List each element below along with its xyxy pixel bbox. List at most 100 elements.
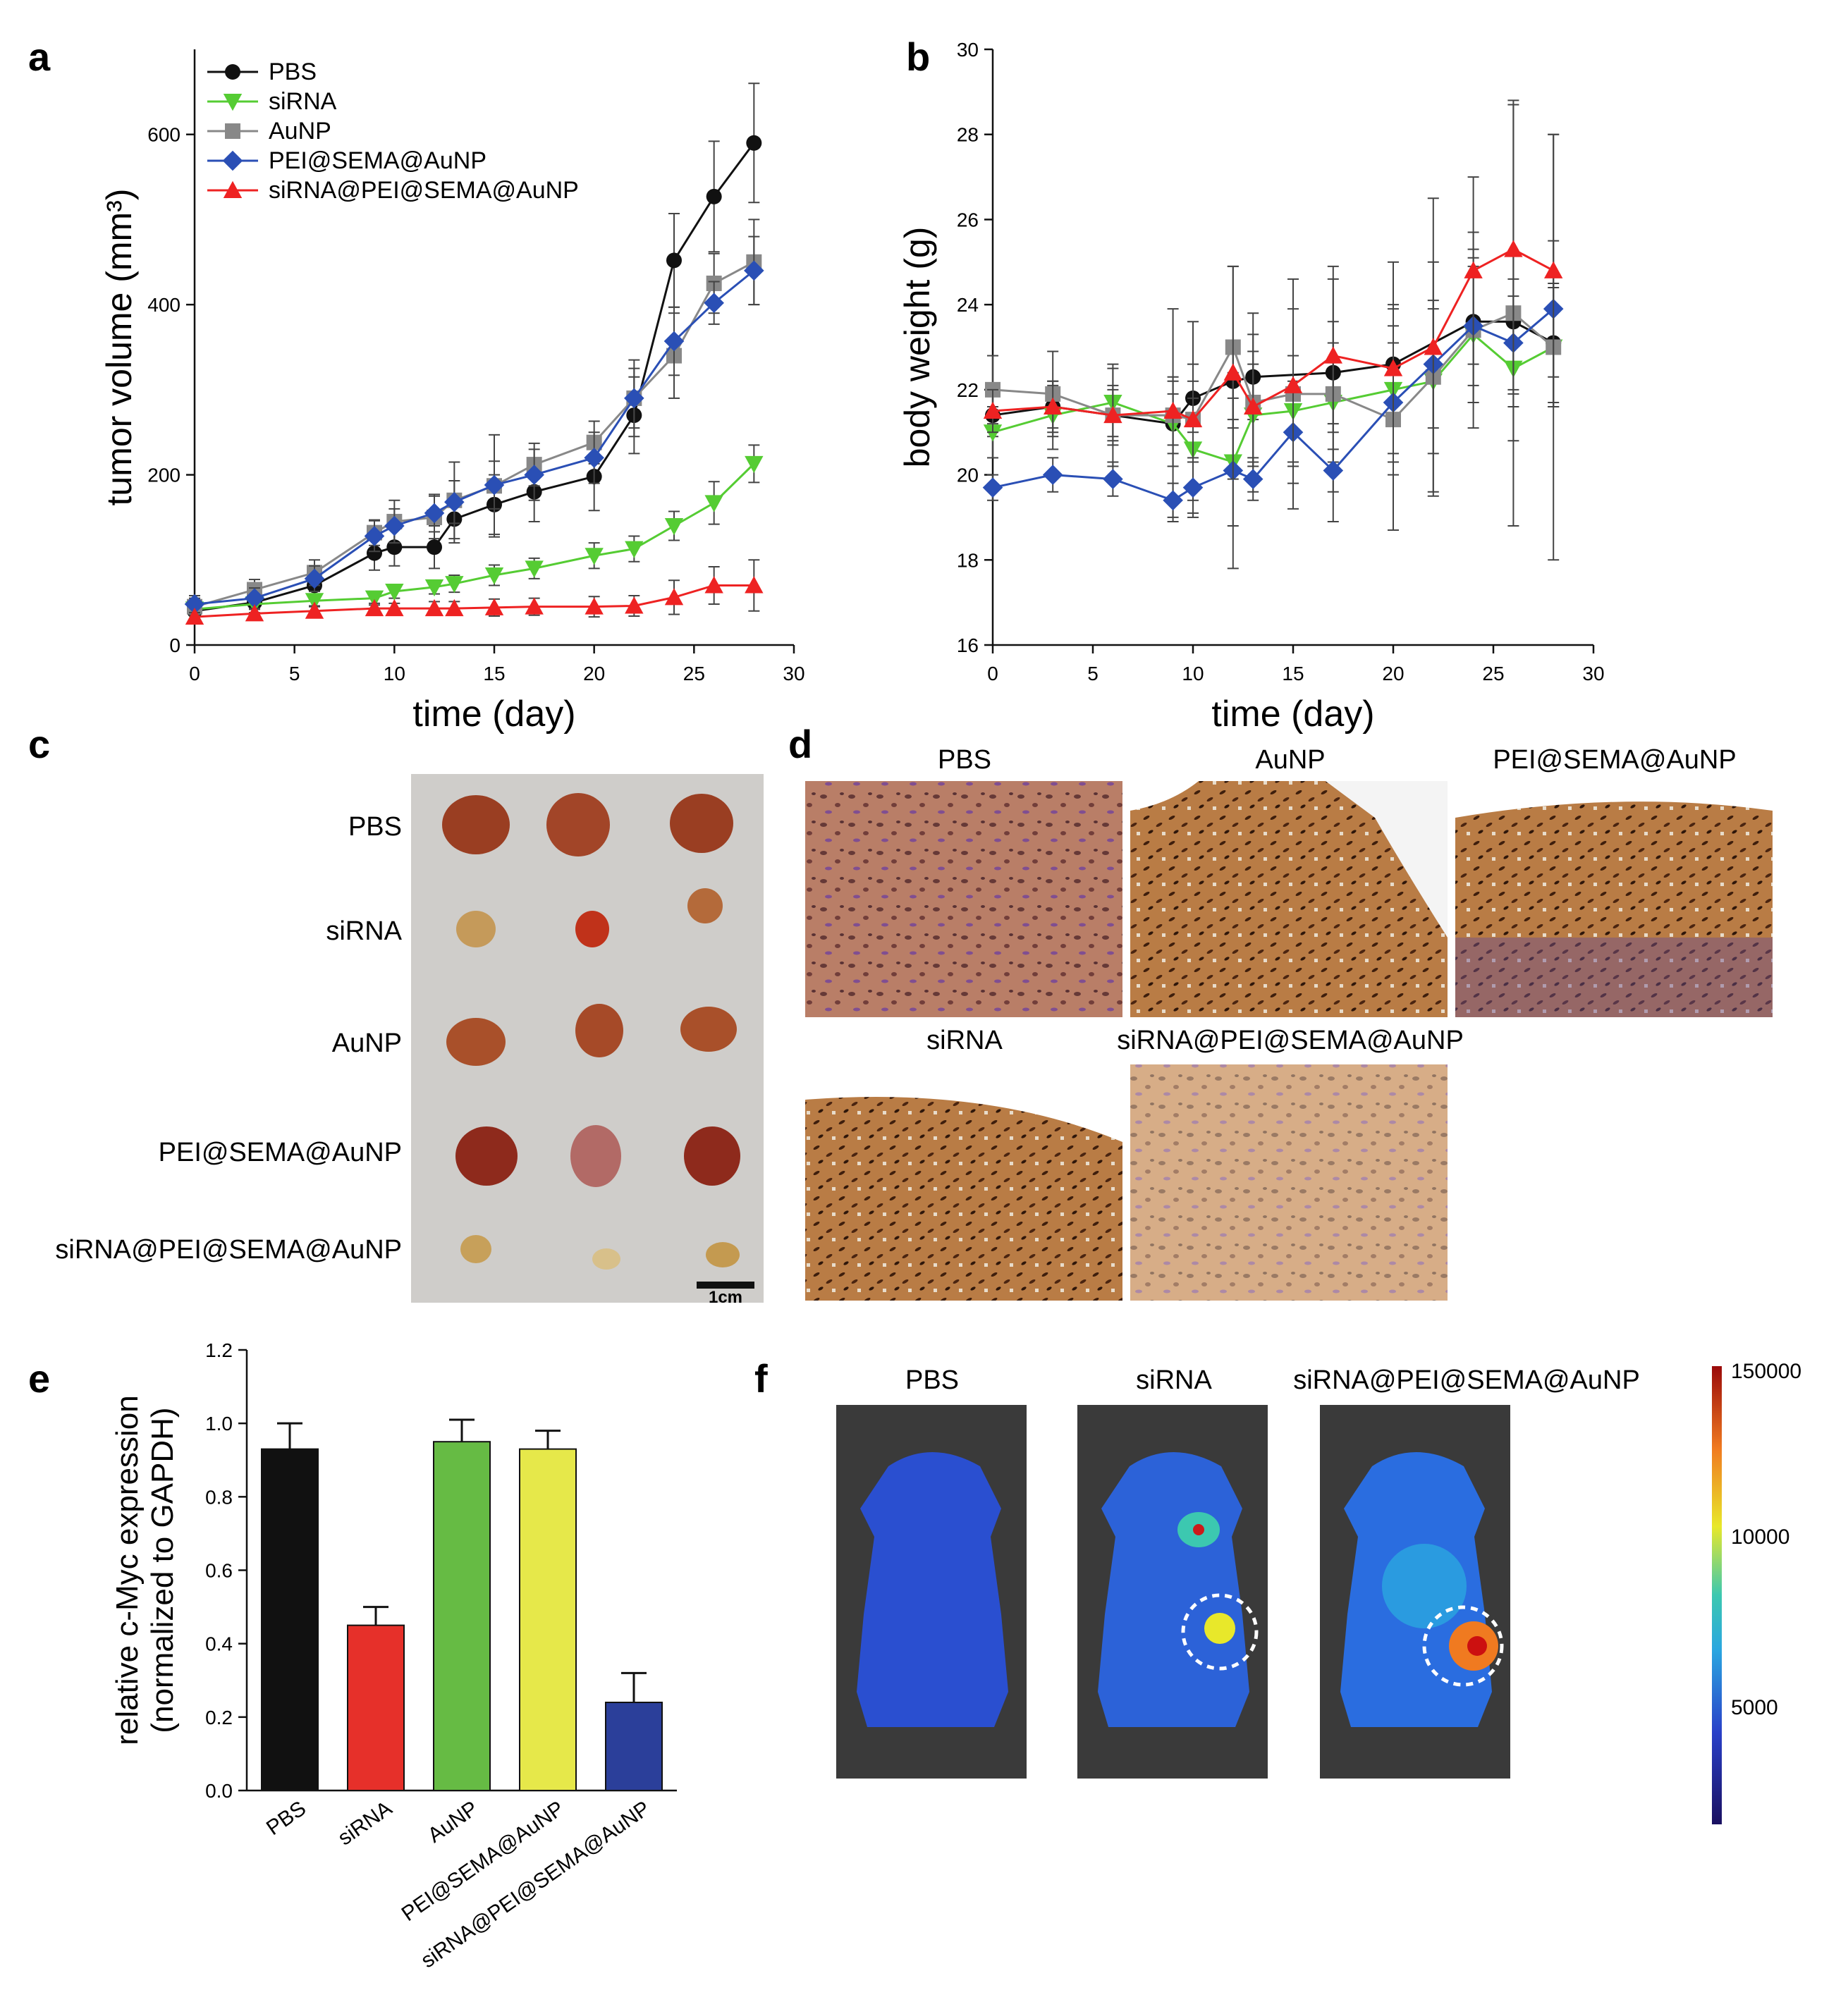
tumor (460, 1235, 491, 1263)
chart-a-tumor-volume: 0 5 10 15 20 25 30 0 200 400 600 time (day) tumor vo… (99, 49, 805, 735)
y-tick-label: 400 (147, 294, 180, 316)
series-line (992, 247, 1554, 421)
y-tick-label: 22 (957, 379, 979, 401)
data-point (1323, 346, 1342, 364)
panel-c-row-label: siRNA (326, 916, 402, 946)
x-tick-label: 15 (483, 663, 505, 684)
tumor (455, 1126, 518, 1186)
data-point (1163, 401, 1182, 419)
x-tick-label: 5 (1087, 663, 1099, 684)
panel-c-tumor-photo: PBS siRNA AuNP PEI@SEMA@AuNP siRNA@PEI@S… (55, 774, 764, 1307)
panel-d-histology: PBS AuNP PEI@SEMA@AuNP siRNA siRNA@PEI@S… (805, 745, 1773, 1301)
data-point (365, 590, 384, 608)
data-point (1182, 477, 1204, 498)
histology-image (805, 781, 1122, 1017)
panel-d-label: siRNA (926, 1026, 1003, 1055)
y-tick-label: 28 (957, 124, 979, 146)
data-point (706, 188, 722, 204)
x-tick-label: 25 (1482, 663, 1504, 684)
y-tick-label: 18 (957, 549, 979, 571)
tumor-region-circle (1181, 1593, 1259, 1671)
y-tick-label: 0.6 (205, 1560, 233, 1582)
y-tick-label: 26 (957, 209, 979, 231)
panel-d-label: AuNP (1255, 745, 1325, 775)
scale-bar (697, 1282, 754, 1289)
data-point (223, 94, 243, 111)
data-point (664, 518, 684, 536)
x-tick-label: 5 (289, 663, 300, 684)
x-tick-label: 0 (987, 663, 998, 684)
y-axis-label: body weight (g) (898, 227, 937, 468)
panel-f-label: siRNA@PEI@SEMA@AuNP (1293, 1365, 1640, 1395)
data-point (223, 180, 243, 198)
series-line (194, 462, 755, 610)
data-point (704, 495, 723, 512)
x-axis-label: time (day) (1211, 694, 1374, 735)
bar (433, 1441, 491, 1792)
histology-image (1455, 781, 1773, 1017)
data-point (367, 545, 382, 561)
data-point (744, 260, 764, 281)
tumor (687, 888, 723, 923)
data-point (745, 455, 764, 474)
tumor (442, 795, 510, 854)
data-point (525, 560, 544, 578)
panel-c-row-label: PEI@SEMA@AuNP (159, 1138, 402, 1167)
data-point (225, 123, 240, 139)
data-point (424, 503, 445, 524)
data-point (424, 598, 444, 617)
data-point (1103, 469, 1123, 489)
y-tick-label: 600 (147, 124, 180, 146)
x-tick-label: 10 (384, 663, 405, 684)
data-point (185, 607, 204, 625)
tumor (570, 1125, 621, 1187)
data-point (663, 331, 685, 352)
data-point (1504, 240, 1523, 257)
x-tick-label: 10 (1182, 663, 1204, 684)
tumor (684, 1126, 740, 1186)
data-point (427, 539, 442, 555)
panel-c-row-label: AuNP (332, 1028, 402, 1058)
legend-label: siRNA (269, 88, 337, 115)
panel-letter-b: b (906, 35, 930, 79)
tumor (456, 911, 496, 947)
panel-letter-a: a (28, 35, 51, 79)
data-point (1464, 261, 1483, 278)
y-axis-label: (normalized to GAPDH) (145, 1407, 180, 1733)
data-point (244, 588, 265, 608)
x-tick-label: 20 (583, 663, 605, 684)
data-point (584, 448, 604, 468)
panel-c-row-label: siRNA@PEI@SEMA@AuNP (55, 1235, 402, 1265)
y-tick-label: 0.2 (205, 1707, 233, 1728)
legend-label: PEI@SEMA@AuNP (269, 147, 487, 174)
data-point (625, 596, 644, 614)
tumor (680, 1007, 737, 1052)
colorbar-tick: 10000 (1731, 1525, 1789, 1549)
data-point (745, 576, 764, 594)
x-tick-label: siRNA (334, 1797, 396, 1850)
x-axis-label: time (day) (412, 694, 575, 735)
data-point (385, 598, 404, 617)
x-tick-label: 20 (1382, 663, 1404, 684)
data-point (585, 548, 604, 565)
data-point (1242, 469, 1263, 489)
panel-d-label: PBS (938, 745, 991, 775)
y-tick-label: 20 (957, 465, 979, 486)
data-point (625, 541, 644, 558)
series-line (194, 584, 754, 618)
tumor-region-circle (1422, 1605, 1504, 1687)
data-point (982, 477, 1003, 498)
data-point (1044, 397, 1063, 414)
y-tick-label: 30 (957, 39, 979, 61)
panel-d-label: PEI@SEMA@AuNP (1493, 745, 1736, 775)
mouse-body (1098, 1452, 1249, 1727)
legend-label: AuNP (269, 118, 331, 145)
data-point (305, 601, 324, 619)
data-point (1042, 465, 1063, 485)
histology-image (1130, 1064, 1448, 1301)
tumor (706, 1242, 740, 1267)
scale-bar-label: 1cm (709, 1288, 742, 1307)
bar (519, 1448, 577, 1791)
y-tick-label: 1.0 (205, 1413, 233, 1435)
